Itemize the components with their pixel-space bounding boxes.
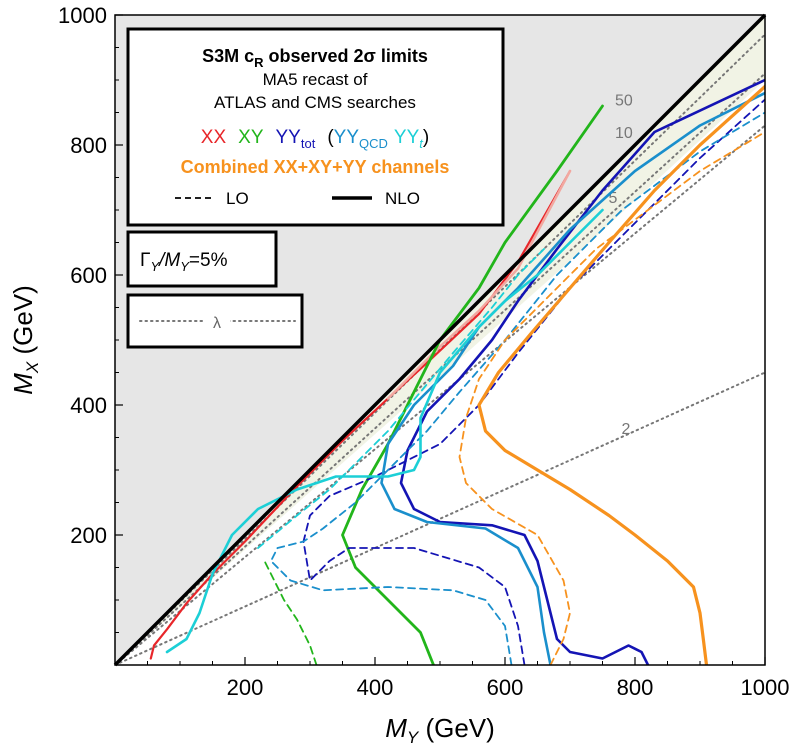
legend-nlo-label: NLO — [385, 189, 420, 208]
legend-yytot: YY — [276, 127, 302, 148]
x-axis-title: MY (GeV) — [385, 713, 495, 747]
y-tick-label: 200 — [70, 523, 107, 548]
legend-xy: XY — [238, 127, 264, 148]
lambda-label-50: 50 — [615, 93, 633, 110]
series-yytot-nlo — [399, 78, 765, 665]
diagonal-line — [113, 13, 767, 667]
x-tick-label: 200 — [227, 675, 264, 700]
x-tick-label: 400 — [357, 675, 394, 700]
lambda-box: λ — [126, 293, 304, 349]
lambda-legend-label: λ — [213, 315, 221, 332]
legend-subtitle-1: MA5 recast of — [263, 70, 368, 89]
legend-entries: XX XY YYtot (YYQCD YYt) — [201, 127, 429, 151]
width-label: ΓY/MY=5% — [140, 250, 228, 274]
legend-yyqcd: YY — [334, 127, 360, 148]
series-yyt-nlo — [165, 208, 604, 654]
lambda-label-5: 5 — [609, 190, 618, 207]
series-yyqcd-nlo — [380, 91, 765, 665]
y-axis-title: MX (GeV) — [8, 285, 42, 395]
legend-xx: XX — [201, 127, 227, 148]
y-tick-label: 800 — [70, 133, 107, 158]
series-yyt-lo — [257, 248, 545, 549]
series-xy-lo — [263, 560, 318, 665]
lambda-contour-5 — [115, 124, 765, 665]
x-tick-label: 800 — [617, 675, 654, 700]
lambda-label-2: 2 — [622, 421, 631, 438]
legend-combined: Combined XX+XY+YY channels — [181, 157, 450, 177]
lambda-contour-2 — [115, 371, 765, 665]
width-box: ΓY/MY=5% — [126, 230, 278, 288]
x-tick-label: 600 — [487, 675, 524, 700]
x-tick-label: 1000 — [741, 675, 790, 700]
series-xx-nlo — [149, 169, 572, 660]
legend-lo-label: LO — [226, 189, 249, 208]
series-xx-nlo-faint- — [386, 169, 572, 400]
y-tick-label: 600 — [70, 263, 107, 288]
legend-subtitle-2: ATLAS and CMS searches — [214, 93, 416, 112]
series-combined-nlo — [477, 84, 765, 665]
legend-yyt: YY — [394, 127, 420, 148]
legend-box: S3M cR observed 2σ limits MA5 recast of … — [126, 27, 505, 227]
series-yyqcd-lo — [270, 111, 765, 665]
lambda-label-10: 10 — [615, 125, 633, 142]
series-combined-lo — [458, 131, 765, 665]
legend-title: S3M cR observed 2σ limits — [202, 46, 428, 70]
y-tick-label: 400 — [70, 393, 107, 418]
y-tick-label: 1000 — [58, 3, 107, 28]
